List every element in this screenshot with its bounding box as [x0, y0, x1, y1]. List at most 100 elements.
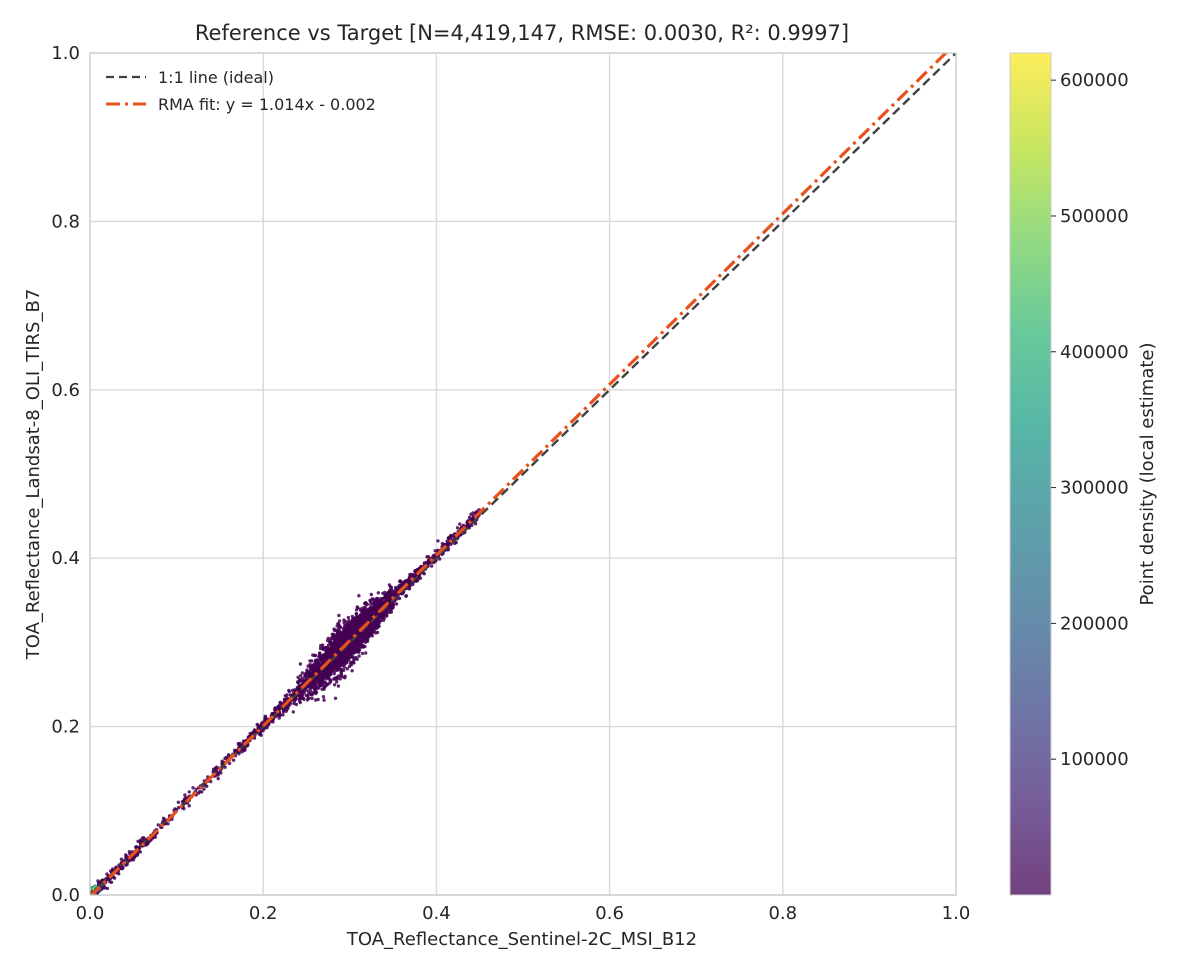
colorbar-tick-label: 300000 — [1060, 478, 1129, 499]
scatter-point — [338, 677, 342, 681]
scatter-point — [470, 517, 474, 521]
scatter-point — [380, 615, 385, 620]
scatter-point — [223, 756, 227, 761]
scatter-point — [361, 606, 365, 610]
scatter-point — [373, 631, 378, 635]
scatter-point — [358, 621, 363, 625]
scatter-point — [406, 578, 410, 582]
scatter-point — [426, 562, 430, 566]
scatter-point — [332, 659, 336, 664]
scatter-point — [333, 696, 338, 700]
scatter-point — [319, 672, 324, 676]
scatter-point — [354, 629, 358, 633]
scatter-point — [350, 669, 354, 673]
scatter-point — [379, 596, 383, 601]
scatter-point — [320, 661, 324, 665]
scatter-point — [433, 549, 437, 553]
x-tick-label: 0.0 — [76, 903, 105, 924]
scatter-point — [220, 760, 225, 765]
scatter-point — [300, 671, 305, 675]
scatter-point — [318, 651, 322, 655]
scatter-point — [337, 647, 341, 651]
scatter-point — [322, 658, 327, 662]
y-tick-label: 0.4 — [51, 548, 80, 569]
scatter-point — [387, 583, 392, 587]
scatter-point — [430, 564, 434, 568]
scatter-points — [90, 508, 482, 895]
colorbar-tick-label: 500000 — [1060, 206, 1129, 227]
scatter-point — [345, 631, 350, 636]
scatter-point — [360, 651, 365, 656]
legend-label-identity-line: 1:1 line (ideal) — [158, 68, 274, 87]
scatter-point — [336, 684, 341, 688]
x-tick-label: 0.4 — [422, 903, 451, 924]
scatter-point — [411, 582, 415, 587]
scatter-point — [358, 633, 362, 637]
scatter-point — [306, 684, 310, 688]
scatter-point — [298, 678, 302, 682]
scatter-point — [214, 765, 219, 769]
scatter-point — [285, 693, 289, 697]
y-tick-label: 0.2 — [51, 717, 80, 738]
y-tick-label: 0.8 — [51, 211, 80, 232]
scatter-point — [313, 680, 317, 685]
scatter-point — [320, 683, 324, 687]
scatter-point — [436, 539, 440, 543]
scatter-point — [343, 676, 347, 680]
scatter-point — [308, 692, 312, 696]
scatter-point — [366, 607, 370, 612]
scatter-point — [252, 728, 257, 732]
chart-title: Reference vs Target [N=4,419,147, RMSE: … — [195, 21, 849, 45]
scatter-point — [343, 619, 347, 623]
scatter-point — [335, 680, 339, 684]
scatter-point — [322, 698, 326, 702]
scatter-point — [211, 767, 216, 771]
scatter-point — [374, 598, 378, 602]
scatter-point — [191, 786, 195, 790]
scatter-point — [350, 650, 354, 655]
legend: 1:1 line (ideal) RMA fit: y = 1.014x - 0… — [106, 68, 376, 114]
colorbar-label: Point density (local estimate) — [1137, 342, 1158, 605]
scatter-point — [354, 621, 359, 626]
scatter-point — [302, 697, 306, 701]
scatter-point — [216, 773, 220, 777]
scatter-point — [219, 771, 223, 775]
scatter-point — [426, 555, 431, 559]
scatter-point — [455, 526, 460, 530]
colorbar-tick-label: 600000 — [1060, 70, 1129, 91]
scatter-point — [194, 787, 198, 791]
scatter-point — [321, 647, 325, 652]
scatter-point — [365, 634, 369, 638]
scatter-point — [336, 632, 341, 636]
scatter-point — [308, 662, 312, 667]
scatter-point — [319, 656, 324, 660]
scatter-point — [240, 750, 244, 754]
scatter-point — [398, 579, 402, 584]
scatter-point — [347, 664, 352, 669]
scatter-point — [314, 691, 318, 696]
scatter-point — [350, 614, 355, 619]
scatter-point — [335, 659, 339, 663]
scatter-point — [352, 661, 356, 665]
scatter-point — [126, 860, 130, 864]
scatter-point — [361, 635, 365, 640]
y-axis-label: TOA_Reflectance_Landsat-8_OLI_TIRS_B7 — [23, 289, 44, 661]
scatter-point — [120, 866, 125, 871]
scatter-point — [135, 853, 139, 858]
scatter-point — [340, 653, 344, 657]
scatter-point — [363, 640, 368, 644]
grid — [89, 52, 957, 896]
scatter-point — [303, 674, 307, 678]
scatter-point — [348, 634, 353, 638]
scatter-point — [187, 790, 191, 794]
scatter-point — [334, 628, 339, 632]
scatter-point — [216, 776, 220, 781]
y-tick-label: 0.0 — [51, 885, 80, 906]
scatter-point — [109, 880, 114, 884]
scatter-point — [469, 512, 473, 516]
scatter-point — [333, 637, 337, 642]
rma-fit-line — [90, 53, 949, 895]
scatter-point — [316, 697, 320, 702]
scatter-point — [109, 869, 113, 873]
scatter-point — [390, 607, 394, 611]
